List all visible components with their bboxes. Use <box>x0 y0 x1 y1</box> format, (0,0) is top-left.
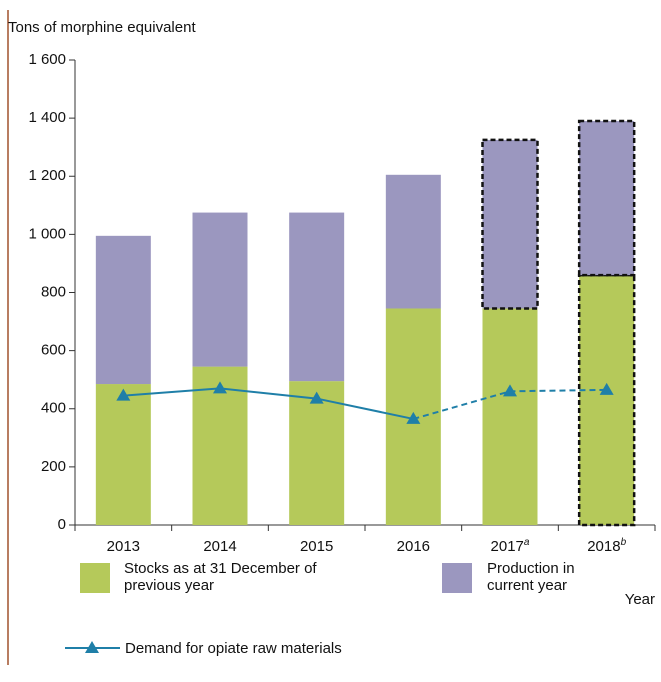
bar <box>289 381 345 525</box>
bar <box>95 384 151 525</box>
y-axis-title: Tons of morphine equivalent <box>8 19 196 36</box>
legend-label: Production in current year <box>487 560 575 594</box>
bar <box>95 235 151 385</box>
line <box>123 387 414 420</box>
y-tick-label: 1 600 <box>28 51 66 68</box>
legend-swatch <box>80 563 110 593</box>
y-tick-label: 1 000 <box>28 225 66 242</box>
bar <box>289 212 345 382</box>
x-tick-label: 2018b <box>587 537 626 555</box>
legend-label: Demand for opiate raw materials <box>125 640 342 657</box>
bar <box>385 174 441 309</box>
line-marker <box>116 388 131 401</box>
bar <box>481 138 539 310</box>
line-marker <box>406 411 421 424</box>
legend-label: Stocks as at 31 December of previous yea… <box>124 560 317 594</box>
x-axis-title: Year <box>625 591 655 608</box>
legend-marker <box>85 641 99 653</box>
x-tick-label: 2013 <box>107 538 140 555</box>
y-tick-label: 1 200 <box>28 167 66 184</box>
y-tick-label: 1 400 <box>28 109 66 126</box>
x-tick-label: 2014 <box>203 538 236 555</box>
x-tick-label: 2015 <box>300 538 333 555</box>
y-tick-label: 200 <box>41 458 66 475</box>
bar <box>482 308 538 525</box>
line-marker <box>309 391 324 404</box>
y-tick-label: 400 <box>41 400 66 417</box>
y-tick-label: 0 <box>58 516 66 533</box>
bar <box>577 119 636 277</box>
x-tick-note: a <box>524 537 530 548</box>
y-tick-label: 800 <box>41 283 66 300</box>
x-tick-label: 2016 <box>397 538 430 555</box>
bar <box>192 212 248 367</box>
line-marker <box>503 384 517 397</box>
x-tick-note: b <box>621 537 627 548</box>
legend-swatch <box>442 563 472 593</box>
x-tick-label: 2017a <box>491 537 530 555</box>
y-tick-label: 600 <box>41 342 66 359</box>
line-marker <box>599 382 614 395</box>
line-marker <box>213 381 227 394</box>
bar <box>577 273 636 527</box>
